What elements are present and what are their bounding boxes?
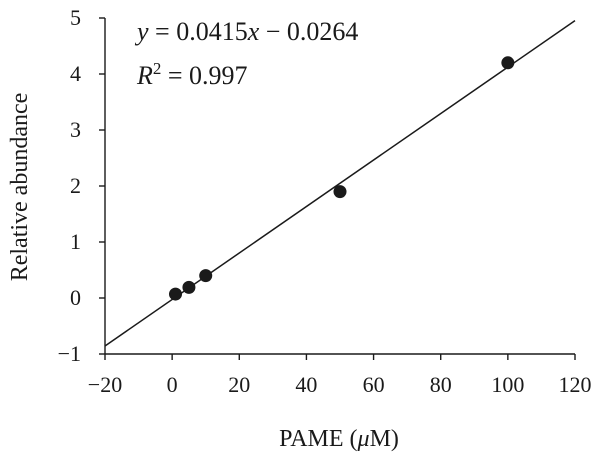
x-axis-title-unit: μ xyxy=(357,426,370,452)
r-exp: 2 xyxy=(153,59,162,78)
x-axis-title: PAME (μM) xyxy=(279,426,399,452)
x-axis-title-prefix: PAME ( xyxy=(279,426,357,452)
equation-line: y = 0.0415x − 0.0264 xyxy=(134,17,358,46)
x-tick-label: 100 xyxy=(491,372,524,397)
r-squared-line: R2 = 0.997 xyxy=(136,59,248,90)
data-point xyxy=(199,269,213,283)
data-point xyxy=(333,185,347,199)
x-tick-label: 60 xyxy=(363,372,385,397)
x-axis-title-suffix: M) xyxy=(370,426,399,452)
data-point xyxy=(169,287,182,301)
tick-labels: −20 0 20 40 60 80 100 120 −1 0 1 2 3 4 5 xyxy=(58,5,592,397)
x-tick-label: 120 xyxy=(559,372,592,397)
y-tick-label: −1 xyxy=(58,341,81,366)
y-tick-label: 5 xyxy=(70,5,81,30)
eq-y-var: y xyxy=(134,17,149,46)
data-points xyxy=(169,56,515,301)
x-tick-label: 40 xyxy=(295,372,317,397)
fit-line xyxy=(104,19,576,347)
x-tick-label: −20 xyxy=(88,372,122,397)
y-tick-label: 1 xyxy=(70,229,81,254)
x-tick-label: 20 xyxy=(228,372,250,397)
eq-tail: − 0.0264 xyxy=(259,17,358,46)
tick-marks xyxy=(99,17,576,360)
data-point xyxy=(182,280,196,294)
y-tick-label: 4 xyxy=(70,61,81,86)
y-tick-label: 0 xyxy=(70,285,81,310)
y-tick-label: 3 xyxy=(70,117,81,142)
eq-x-var: x xyxy=(247,17,260,46)
y-axis-title: Relative abundance xyxy=(7,93,33,282)
data-point xyxy=(501,56,515,70)
eq-mid: = 0.0415 xyxy=(149,17,248,46)
x-tick-label: 0 xyxy=(167,372,178,397)
x-tick-label: 80 xyxy=(430,372,452,397)
fit-line-layer xyxy=(104,19,576,347)
y-tick-label: 2 xyxy=(70,173,81,198)
r-tail: = 0.997 xyxy=(161,61,247,90)
r-var: R xyxy=(136,61,153,90)
